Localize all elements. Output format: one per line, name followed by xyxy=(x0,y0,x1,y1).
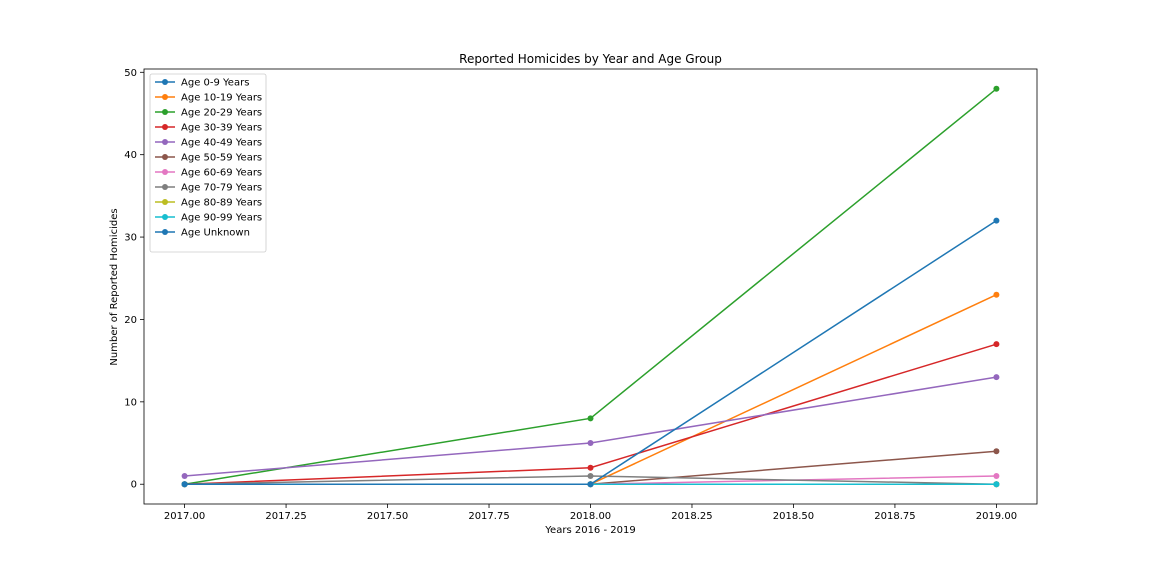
series-10 xyxy=(181,217,1000,488)
x-tick-label: 2017.50 xyxy=(367,511,408,522)
legend-label: Age 0-9 Years xyxy=(181,78,249,89)
legend-entry: Age 50-59 Years xyxy=(155,153,262,164)
legend-label: Age 40-49 Years xyxy=(181,138,262,149)
legend-swatch-marker xyxy=(162,169,168,175)
y-tick-label: 40 xyxy=(124,150,137,161)
legend-entry: Age 20-29 Years xyxy=(155,108,262,119)
data-point xyxy=(587,440,594,447)
legend-entry: Age 10-19 Years xyxy=(155,93,262,104)
data-point xyxy=(587,415,594,422)
y-tick-label: 30 xyxy=(124,233,137,244)
data-point xyxy=(993,217,1000,224)
data-point xyxy=(587,464,594,471)
legend-label: Age 30-39 Years xyxy=(181,123,262,134)
legend: Age 0-9 Years Age 10-19 Years Age 20-29 Ye… xyxy=(149,73,267,253)
y-axis-label: Number of Reported Homicides xyxy=(109,208,120,365)
legend-label: Age 90-99 Years xyxy=(181,213,262,224)
data-point xyxy=(181,472,188,479)
legend-label: Age 70-79 Years xyxy=(181,183,262,194)
legend-box xyxy=(149,73,267,253)
data-point xyxy=(993,341,1000,348)
legend-swatch-marker xyxy=(162,154,168,160)
legend-swatch-marker xyxy=(162,109,168,115)
legend-label: Age 80-89 Years xyxy=(181,198,262,209)
legend-entry: Age 90-99 Years xyxy=(155,213,262,224)
data-point xyxy=(181,481,188,488)
legend-label: Age 50-59 Years xyxy=(181,153,262,164)
x-tick-label: 2019.00 xyxy=(976,511,1017,522)
x-tick-label: 2017.25 xyxy=(265,511,306,522)
legend-entry: Age 80-89 Years xyxy=(155,198,262,209)
y-tick-label: 10 xyxy=(124,397,137,408)
axis-ticks: 2017.00 2017.25 2017.50 2017.75 2018.00 2018.… xyxy=(124,68,1017,522)
data-point xyxy=(993,374,1000,381)
data-point xyxy=(587,481,594,488)
legend-entry: Age 30-39 Years xyxy=(155,123,262,134)
legend-swatch-marker xyxy=(162,229,168,235)
x-tick-label: 2018.75 xyxy=(874,511,915,522)
legend-label: Age 60-69 Years xyxy=(181,168,262,179)
legend-swatch-marker xyxy=(162,184,168,190)
legend-swatch-marker xyxy=(162,139,168,145)
data-point xyxy=(993,481,1000,488)
series-4 xyxy=(181,374,1000,479)
x-axis-label: Years 2016 - 2019 xyxy=(544,525,635,536)
legend-entry: Age 40-49 Years xyxy=(155,138,262,149)
legend-entry: Age 70-79 Years xyxy=(155,183,262,194)
data-point xyxy=(587,472,594,479)
legend-entry: Age Unknown xyxy=(155,228,250,239)
y-tick-label: 50 xyxy=(124,68,137,79)
legend-swatch-marker xyxy=(162,94,168,100)
legend-swatch-marker xyxy=(162,124,168,130)
data-point xyxy=(993,448,1000,455)
x-tick-label: 2018.25 xyxy=(671,511,712,522)
legend-swatch-marker xyxy=(162,214,168,220)
x-tick-label: 2018.00 xyxy=(570,511,611,522)
legend-label: Age 10-19 Years xyxy=(181,93,262,104)
legend-swatch-marker xyxy=(162,79,168,85)
y-tick-label: 0 xyxy=(131,480,137,491)
data-point xyxy=(993,291,1000,298)
legend-entry: Age 0-9 Years xyxy=(155,78,249,89)
data-point xyxy=(993,85,1000,92)
x-tick-label: 2017.00 xyxy=(164,511,205,522)
x-tick-label: 2017.75 xyxy=(468,511,509,522)
legend-entry: Age 60-69 Years xyxy=(155,168,262,179)
legend-label: Age 20-29 Years xyxy=(181,108,262,119)
legend-label: Age Unknown xyxy=(181,228,250,239)
y-tick-label: 20 xyxy=(124,315,137,326)
data-point xyxy=(993,472,1000,479)
legend-swatch-marker xyxy=(162,199,168,205)
chart-title: Reported Homicides by Year and Age Group xyxy=(459,52,722,66)
x-tick-label: 2018.50 xyxy=(773,511,814,522)
plot-area xyxy=(181,85,1000,488)
